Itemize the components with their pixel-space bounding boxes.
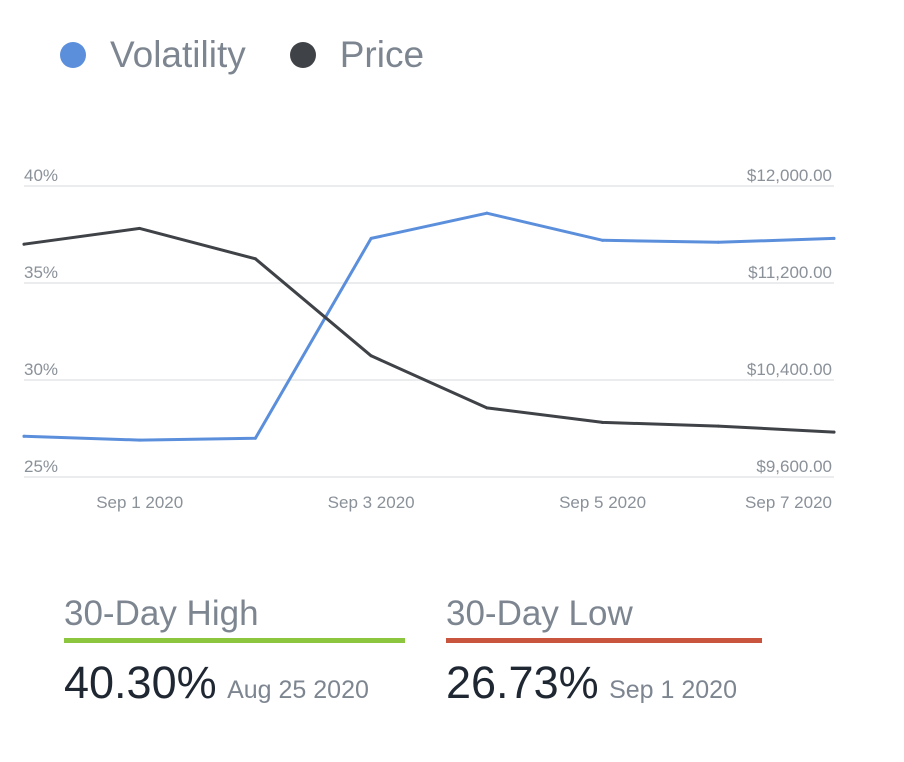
price-dot-icon [289,42,316,68]
point-price [138,226,142,230]
point-price [716,424,720,428]
point-volatility [253,436,257,440]
y-left-tick-label: 40% [24,166,58,185]
x-tick-label: Sep 3 2020 [328,493,415,512]
point-volatility [485,211,489,215]
y-right-tick-label: $10,400.00 [747,360,832,379]
point-price [369,354,373,358]
stat-high-date: Aug 25 2020 [227,676,369,704]
y-left-tick-label: 35% [24,263,58,282]
x-tick-label: Sep 5 2020 [559,493,646,512]
stat-high-row: 40.30% Aug 25 2020 [64,657,405,709]
series-line-price [22,226,836,434]
stat-low-date: Sep 1 2020 [609,676,737,704]
stat-30-day-high: 30-Day High 40.30% Aug 25 2020 [64,594,405,709]
stat-high-value: 40.30% [64,657,217,708]
legend-item-volatility[interactable]: Volatility [60,34,246,76]
point-volatility [832,236,836,240]
stat-low-value: 26.73% [446,657,599,708]
stat-30-day-low: 30-Day Low 26.73% Sep 1 2020 [446,594,762,709]
legend-label-price: Price [339,34,425,75]
y-right-tick-label: $12,000.00 [747,166,832,185]
point-price [601,420,605,424]
x-tick-label: Sep 1 2020 [96,493,183,512]
point-volatility [369,236,373,240]
legend-item-price[interactable]: Price [289,34,425,76]
x-tick-label: Sep 7 2020 [745,493,832,512]
y-right-tick-label: $11,200.00 [748,263,832,282]
point-price [832,430,836,434]
y-left-tick-label: 30% [24,360,58,379]
stat-high-title: 30-Day High [64,594,259,633]
stat-low-title: 30-Day Low [446,594,633,633]
volatility-price-chart: 25% 30% 35% 40% $9,600.00 $10,400.00 $11,200.0… [22,166,836,512]
stat-low-bar [446,638,762,643]
point-price [485,406,489,410]
y-left-tick-label: 25% [24,457,58,476]
point-volatility [22,434,26,438]
stat-high-bar [64,638,405,643]
legend-label-volatility: Volatility [110,34,246,75]
chart-legend: Volatility Price [60,34,468,76]
point-volatility [601,238,605,242]
volatility-dot-icon [60,42,86,68]
point-volatility [138,438,142,442]
y-right-tick-label: $9,600.00 [756,457,832,476]
point-volatility [716,240,720,244]
series-line-volatility [22,211,836,442]
point-price [22,242,26,246]
point-price [253,257,257,261]
stat-low-row: 26.73% Sep 1 2020 [446,657,762,709]
